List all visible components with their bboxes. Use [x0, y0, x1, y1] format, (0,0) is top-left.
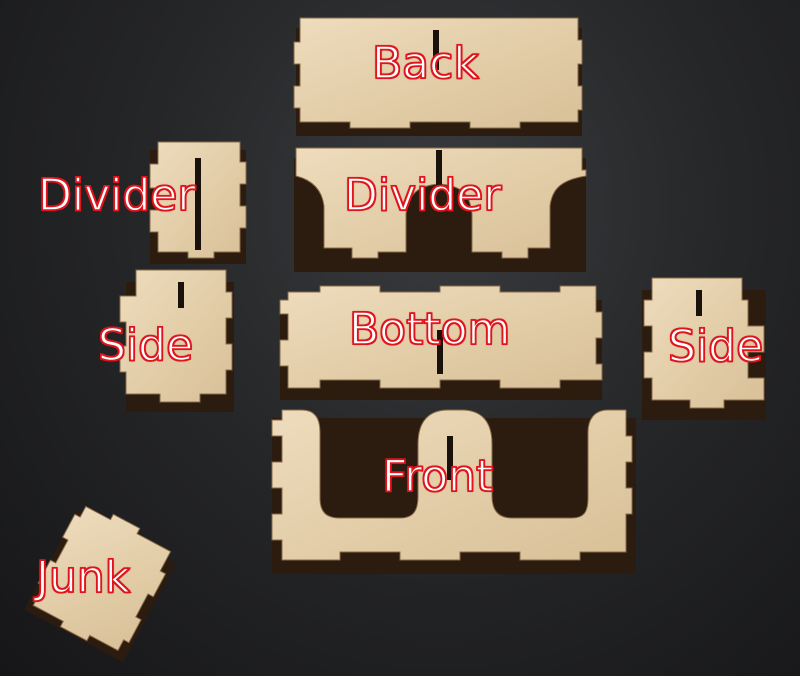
label-side-right: Side [667, 321, 764, 372]
label-divider-left: Divider [37, 170, 196, 221]
label-divider-right: Divider [343, 170, 502, 221]
bottom-piece [279, 285, 603, 400]
junk-piece [24, 505, 176, 663]
label-front: Front [381, 451, 494, 502]
label-bottom: Bottom [348, 304, 511, 355]
front-piece [271, 409, 636, 574]
label-side-left: Side [97, 320, 194, 371]
back-piece [293, 17, 583, 136]
side-left-piece [119, 269, 234, 412]
label-junk: Junk [35, 552, 131, 603]
divider-right-piece [294, 147, 587, 272]
side-right-piece [642, 277, 766, 420]
label-back: Back [371, 38, 479, 89]
divider-left-piece [149, 141, 247, 264]
